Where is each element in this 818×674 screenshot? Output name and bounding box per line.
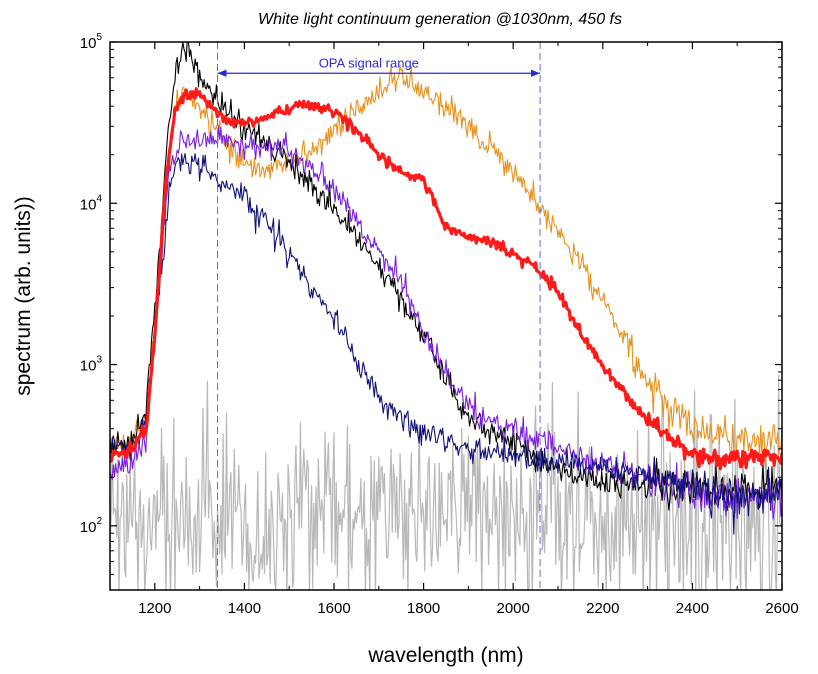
y-tick-label: 105 xyxy=(80,32,103,52)
x-tick-label: 2600 xyxy=(765,600,798,617)
x-tick-label: 2200 xyxy=(586,600,619,617)
x-tick-label: 1400 xyxy=(228,600,261,617)
y-axis-label: spectrum (arb. units)) xyxy=(12,196,35,396)
series-line-gray-baseline xyxy=(110,374,782,590)
series-line-black xyxy=(110,42,782,511)
x-tick-label: 2400 xyxy=(676,600,709,617)
x-tick-label: 1800 xyxy=(407,600,440,617)
opa-range-label: OPA signal range xyxy=(319,55,419,70)
series-line-purple xyxy=(110,125,782,520)
y-tick-label: 104 xyxy=(80,193,103,213)
series-layer xyxy=(110,42,782,590)
x-tick-label: 1600 xyxy=(317,600,350,617)
x-tick-label: 1200 xyxy=(138,600,171,617)
y-tick-label: 103 xyxy=(80,355,103,375)
annotation-layer: OPA signal range xyxy=(217,42,541,590)
x-axis-label: wavelength (nm) xyxy=(367,644,523,667)
y-tick-label: 102 xyxy=(80,516,103,536)
x-tick-label: 2000 xyxy=(497,600,530,617)
ticks-layer: 1200 1400 1600 1800 2000 2200 2400 2600 102 103 10… xyxy=(80,32,799,617)
chart-title: White light continuum generation @1030nm… xyxy=(258,11,622,28)
series-line-orange xyxy=(110,65,782,469)
series-line-navy xyxy=(110,153,782,535)
series-line-red-bold- xyxy=(110,87,782,471)
